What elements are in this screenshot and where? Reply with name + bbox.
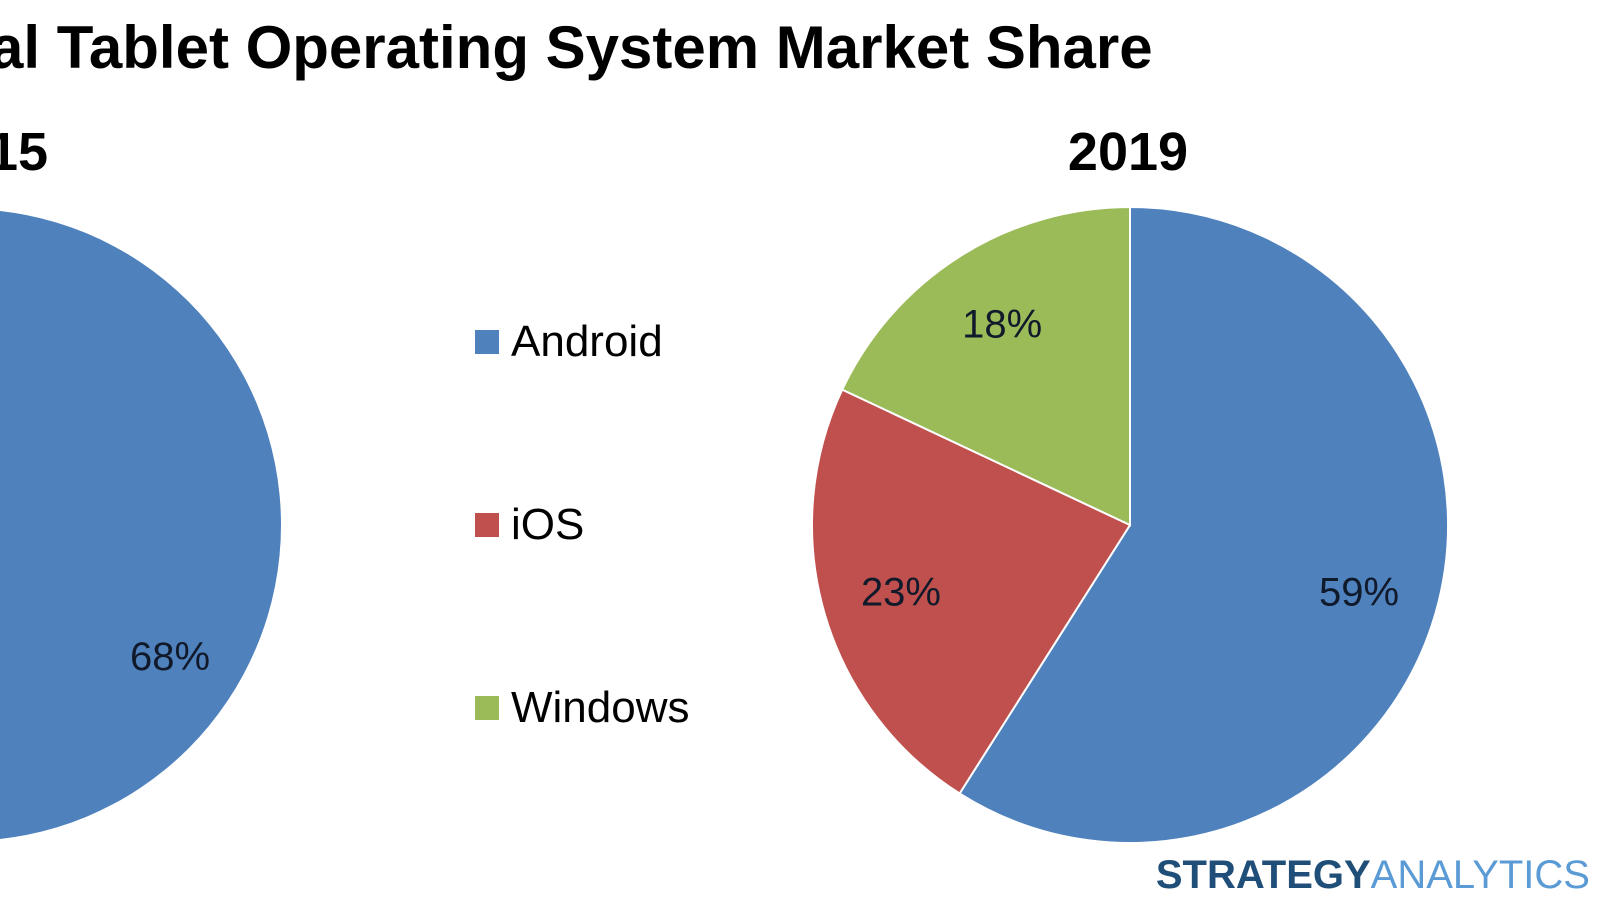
brand-part-strategy: STRATEGY bbox=[1156, 853, 1371, 897]
legend-label-android: Android bbox=[511, 317, 663, 366]
pie-2019-year-label: 2019 bbox=[1068, 122, 1188, 182]
legend-swatch-windows bbox=[475, 696, 499, 720]
legend-label-ios: iOS bbox=[511, 500, 584, 549]
pie-slice-label-windows: 18% bbox=[962, 303, 1042, 347]
pie-2015-year-label: 15 bbox=[0, 122, 48, 182]
legend-swatch-android bbox=[475, 330, 499, 354]
pie-slice-label-android: 59% bbox=[1319, 571, 1399, 615]
pie-2015: 68% bbox=[0, 211, 281, 839]
legend-swatch-ios bbox=[475, 513, 499, 537]
pie-slice-windows bbox=[840, 205, 1131, 527]
pie-slice-ios bbox=[811, 388, 1132, 795]
strategy-analytics-logo: STRATEGYANALYTICS bbox=[1156, 853, 1590, 897]
pie-slice-label-android: 68% bbox=[130, 635, 210, 679]
pie-slice-label-ios: 23% bbox=[861, 571, 941, 615]
legend-label-windows: Windows bbox=[511, 683, 690, 732]
pie-slice-android bbox=[958, 205, 1449, 844]
chart-title: al Tablet Operating System Market Share bbox=[0, 14, 1153, 81]
pie-slice-android bbox=[0, 211, 281, 839]
brand-part-analytics: ANALYTICS bbox=[1371, 853, 1590, 897]
pie-2019: 59% 23% 18% bbox=[811, 205, 1449, 844]
legend: Android iOS Windows bbox=[475, 317, 690, 732]
